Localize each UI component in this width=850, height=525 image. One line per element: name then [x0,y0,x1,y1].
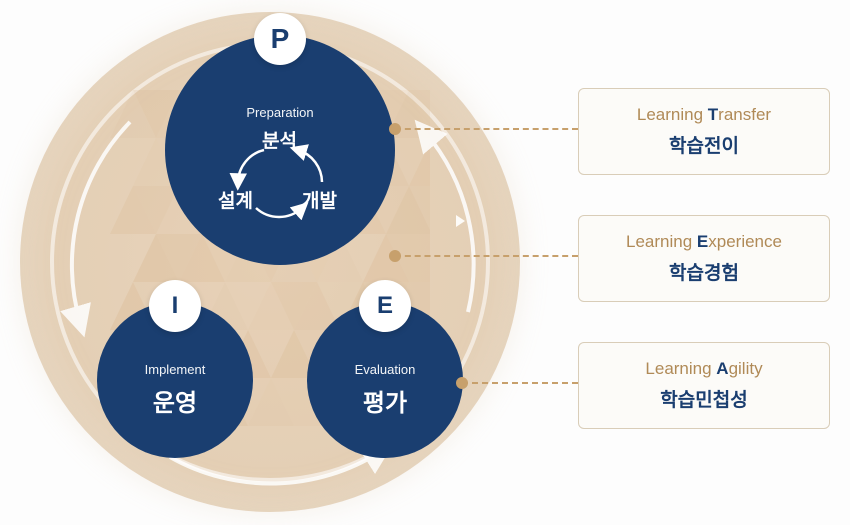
card-1-post: xperience [708,232,782,251]
connector-1 [395,255,578,257]
card-0-pre: Learning [637,105,708,124]
diagram-stage: P Preparation 분석 설계 개발 I Implement [0,0,850,525]
node-letter-E: E [377,292,393,320]
card-2-kor: 학습민첩성 [589,385,819,412]
card-1-accent: E [697,232,708,251]
node-badge-P: P [254,13,306,65]
card-2-post: gility [729,359,763,378]
node-eng-E: Evaluation [355,362,416,377]
card-0-line1: Learning Transfer [589,105,819,125]
node-letter-I: I [172,292,179,320]
card-2-line1: Learning Agility [589,359,819,379]
card-learning-transfer: Learning Transfer 학습전이 [578,88,830,175]
triad-wrap: 분석 설계 개발 [220,130,340,220]
card-1-pre: Learning [626,232,697,251]
connector-2 [462,382,578,384]
card-learning-experience: Learning Experience 학습경험 [578,215,830,302]
node-kor-E: 평가 [363,383,407,418]
connector-0 [395,128,578,130]
node-letter-P: P [271,23,290,55]
card-2-pre: Learning [645,359,716,378]
card-0-accent: T [708,105,718,124]
node-preparation: P Preparation 분석 설계 개발 [165,35,395,265]
card-1-line1: Learning Experience [589,232,819,252]
node-eng-I: Implement [145,362,206,377]
card-learning-agility: Learning Agility 학습민첩성 [578,342,830,429]
node-implement: I Implement 운영 [97,302,253,458]
node-badge-E: E [359,280,411,332]
node-kor-I: 운영 [153,383,197,418]
node-eng-P: Preparation [246,105,313,120]
node-badge-I: I [149,280,201,332]
card-0-kor: 학습전이 [589,131,819,158]
play-marker-icon [456,215,465,227]
card-2-accent: A [716,359,728,378]
triad-arrows-icon [220,130,340,225]
card-1-kor: 학습경험 [589,258,819,285]
node-evaluation: E Evaluation 평가 [307,302,463,458]
card-0-post: ransfer [718,105,771,124]
